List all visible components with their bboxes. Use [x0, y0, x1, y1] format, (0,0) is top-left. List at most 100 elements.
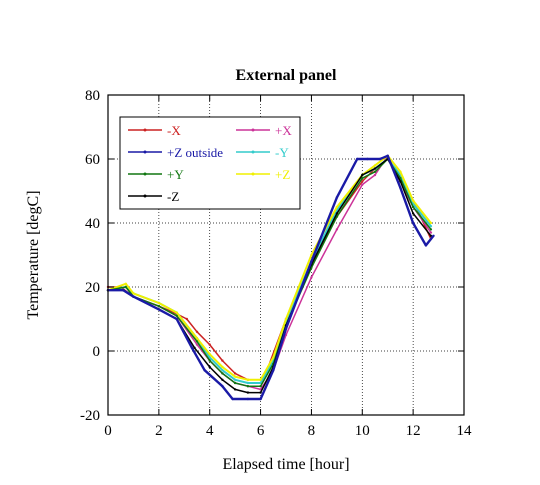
data-point: [221, 369, 224, 372]
legend-marker: [143, 194, 147, 198]
data-point: [203, 369, 206, 372]
data-point: [157, 308, 161, 311]
legend-marker: [251, 150, 255, 154]
data-point: [335, 212, 339, 215]
x-tick-label: 10: [355, 423, 370, 439]
data-point: [185, 317, 188, 321]
data-point: [175, 317, 178, 321]
data-point: [221, 365, 224, 369]
data-point: [124, 282, 128, 285]
data-point: [208, 343, 211, 346]
legend-marker: [143, 128, 147, 132]
data-point: [208, 359, 211, 362]
data-point: [373, 164, 377, 167]
data-point: [429, 225, 433, 228]
chart-title: External panel: [236, 67, 337, 84]
data-point: [361, 183, 364, 186]
data-point: [195, 343, 199, 346]
legend-label: +X: [275, 123, 292, 138]
y-tick-label: 0: [93, 344, 101, 360]
data-point: [221, 378, 224, 381]
data-point: [310, 276, 313, 279]
data-point: [399, 170, 402, 173]
data-point: [356, 157, 359, 161]
data-point: [272, 356, 275, 359]
legend-label: -X: [167, 123, 181, 138]
data-point: [259, 381, 262, 385]
data-point: [424, 244, 428, 247]
data-point: [157, 301, 161, 305]
data-point: [233, 378, 237, 381]
data-point: [284, 327, 288, 330]
data-point: [335, 228, 339, 231]
data-point: [195, 337, 199, 340]
data-point: [246, 391, 250, 394]
data-point: [411, 199, 415, 202]
data-point: [190, 346, 194, 349]
data-point: [310, 260, 313, 263]
data-point: [221, 385, 224, 388]
legend-label: -Z: [167, 189, 179, 204]
data-point: [429, 231, 433, 234]
data-point: [175, 314, 178, 317]
data-point: [373, 167, 377, 170]
data-point: [157, 305, 161, 308]
data-point: [259, 378, 262, 381]
legend-marker: [251, 128, 255, 132]
data-point: [246, 381, 250, 385]
data-point: [429, 221, 433, 225]
data-point: [231, 397, 234, 401]
data-point: [272, 369, 275, 372]
data-point: [233, 388, 237, 391]
y-tick-label: 40: [85, 216, 100, 232]
legend-marker: [143, 172, 147, 176]
y-tick-label: -20: [80, 408, 100, 424]
legend-label: -Y: [275, 145, 289, 160]
y-axis-label: Temperature [degC]: [25, 190, 42, 319]
data-point: [399, 177, 402, 180]
legend: -X +X +Z outside -Y +Y +Z -Z: [119, 116, 301, 210]
legend-label: +Z outside: [167, 145, 223, 160]
data-point: [429, 228, 433, 231]
x-tick-label: 12: [406, 423, 421, 439]
data-point: [208, 353, 211, 356]
data-point: [221, 359, 224, 362]
legend-label: +Y: [167, 167, 184, 182]
data-point: [432, 234, 435, 237]
data-point: [366, 157, 369, 161]
data-point: [411, 205, 415, 209]
data-point: [195, 340, 199, 343]
x-tick-label: 2: [155, 423, 163, 439]
data-point: [233, 375, 237, 378]
y-tick-label: 60: [85, 152, 100, 168]
data-point: [233, 372, 237, 375]
data-point: [284, 317, 288, 321]
data-point: [361, 180, 364, 183]
data-point: [246, 397, 250, 401]
data-point: [373, 173, 377, 177]
data-point: [208, 356, 211, 359]
x-tick-label: 4: [206, 423, 214, 439]
data-point: [399, 186, 402, 189]
x-tick-label: 0: [104, 423, 112, 439]
plot-frame: [107, 94, 465, 416]
data-point: [411, 212, 415, 215]
data-point: [132, 292, 135, 295]
data-point: [378, 157, 382, 161]
data-point: [335, 196, 339, 199]
data-point: [175, 311, 178, 314]
y-tick-label: 20: [85, 280, 100, 296]
data-point: [399, 180, 402, 183]
x-tick-label: 6: [257, 423, 265, 439]
x-tick-label: 8: [308, 423, 316, 439]
series-layer: [106, 154, 435, 401]
data-point: [132, 295, 135, 298]
data-point: [221, 372, 224, 375]
legend-marker: [143, 150, 147, 154]
data-point: [411, 221, 415, 225]
data-point: [361, 177, 364, 180]
data-point: [310, 253, 313, 257]
